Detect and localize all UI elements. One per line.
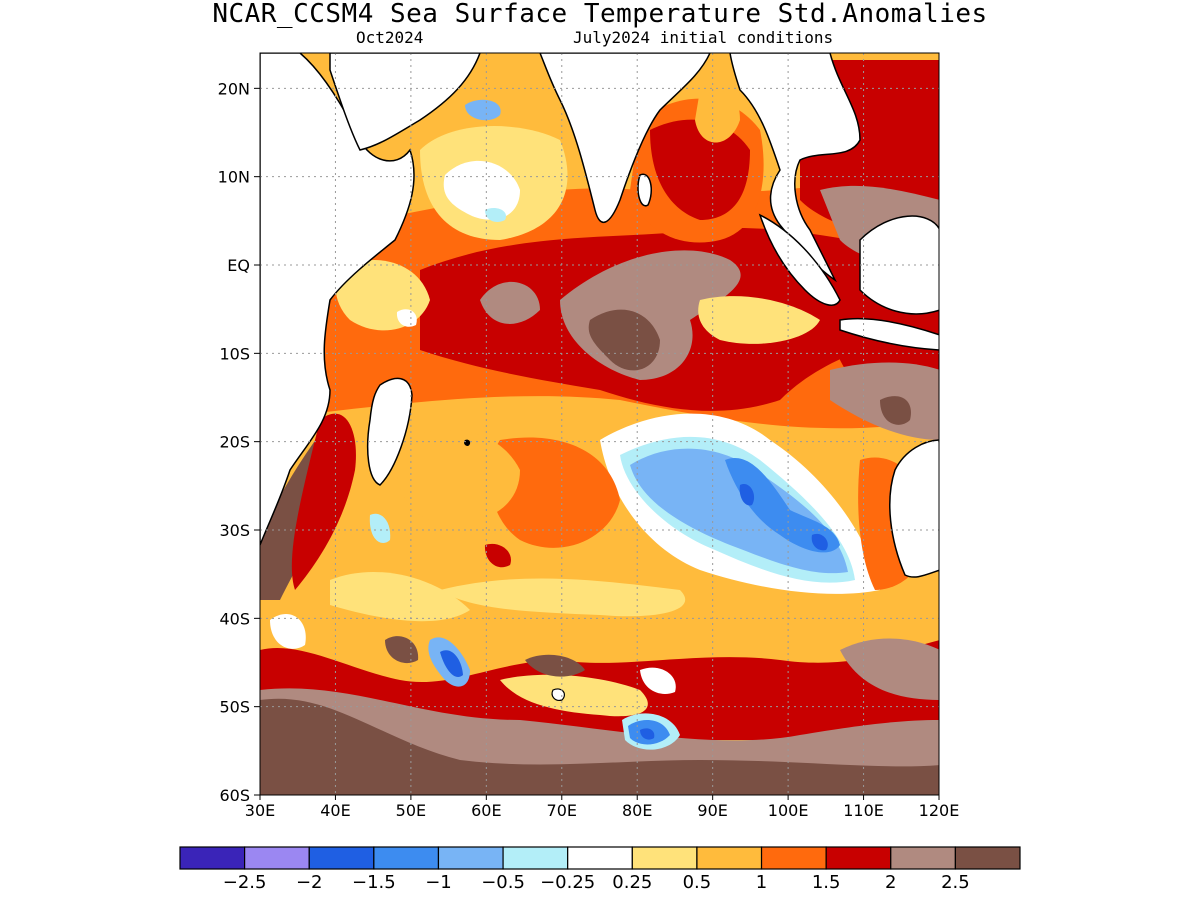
lon-tick-label: 100E xyxy=(768,801,809,820)
colorbar-swatch xyxy=(954,846,1021,870)
colorbar-label: −2 xyxy=(296,872,323,893)
land-australia xyxy=(889,439,939,578)
lon-tick-label: 120E xyxy=(919,801,960,820)
anomaly-band-south-yellow-wide xyxy=(440,578,686,617)
anomaly-band-central-yellow xyxy=(396,430,520,523)
anomaly-band-bengal-red xyxy=(650,119,750,220)
anomaly-band-s-coldspot-dark xyxy=(640,728,655,740)
land-java xyxy=(839,317,939,351)
lon-tick-label: 110E xyxy=(843,801,884,820)
anomaly-band-s-yellow xyxy=(500,674,648,717)
lat-tick-label: 30S xyxy=(219,521,250,540)
lon-tick-label: 30E xyxy=(245,801,275,820)
anomaly-band-se-darkblue xyxy=(739,484,755,506)
lon-tick-label: 70E xyxy=(547,801,577,820)
colorbar-label: 1 xyxy=(756,872,767,893)
anomaly-band-se-blue xyxy=(725,458,840,553)
anomaly-band-darkbrown-central xyxy=(588,309,660,371)
lon-tick-label: 50E xyxy=(396,801,426,820)
anomaly-band-sumatra-yellow xyxy=(698,296,820,344)
anomaly-band-se-darkblue-2 xyxy=(811,533,828,551)
colorbar-swatch xyxy=(502,846,569,870)
colorbar-swatch xyxy=(696,846,763,870)
lon-tick-label: 60E xyxy=(471,801,501,820)
anomaly-band-mid-white xyxy=(369,513,391,543)
anomaly-band-s-brown-east xyxy=(840,638,939,700)
land-arabia xyxy=(329,53,481,151)
lat-tick-label: 20N xyxy=(218,79,250,98)
anomaly-band-south-white xyxy=(270,614,306,649)
land-sri-lanka xyxy=(637,173,652,207)
anomaly-band-mid-orange xyxy=(489,437,620,548)
land-se-asia xyxy=(729,53,861,283)
lat-tick-label: EQ xyxy=(227,256,250,275)
lat-tick-label: 40S xyxy=(219,609,250,628)
land-borneo xyxy=(859,215,939,315)
colorbar-label: 1.5 xyxy=(812,872,841,893)
land-india xyxy=(539,53,711,223)
colorbar-label: −0.5 xyxy=(481,872,525,893)
anomaly-band-west-white xyxy=(396,309,417,327)
initial-conditions-label: July2024 initial conditions xyxy=(573,28,834,47)
lat-tick-label: 10N xyxy=(218,168,250,187)
colorbar-label: −0.25 xyxy=(540,872,595,893)
land-sumatra xyxy=(758,213,841,306)
anomaly-band-bengal-light xyxy=(695,86,740,143)
anomaly-band-s-white xyxy=(640,667,676,694)
colorbar-swatch xyxy=(890,846,956,870)
anomaly-band-agulhas-red xyxy=(291,413,356,590)
colorbar-swatch xyxy=(825,846,892,870)
colorbar-swatch xyxy=(179,846,246,870)
lon-tick-label: 80E xyxy=(622,801,652,820)
colorbar-swatch xyxy=(631,846,698,870)
anomaly-band-java-dark xyxy=(880,396,911,425)
lat-tick-label: 20S xyxy=(219,433,250,452)
anomaly-band-southern-darkbrown xyxy=(260,698,939,795)
colorbar-label: −2.5 xyxy=(223,872,267,893)
land-masks xyxy=(260,53,939,701)
lat-tick-label: 50S xyxy=(219,698,250,717)
anomaly-band-arabian-white xyxy=(443,160,520,220)
colorbar-swatch xyxy=(244,846,310,870)
anomaly-band-arabian-blue xyxy=(465,99,501,121)
anomaly-band-brown-nw xyxy=(480,281,540,324)
anomaly-band-arabian-cyan xyxy=(485,208,506,222)
lon-tick-label: 40E xyxy=(320,801,350,820)
map-title: NCAR_CCSM4 Sea Surface Temperature Std.A… xyxy=(212,0,988,29)
plot-frame xyxy=(259,52,940,796)
lat-tick-label: 10S xyxy=(219,344,250,363)
anomaly-band-s-darkbrown-2 xyxy=(525,654,585,677)
lon-tick-label: 90E xyxy=(697,801,727,820)
land-kerguelen xyxy=(551,688,565,701)
colorbar-swatch xyxy=(308,846,375,870)
colorbar-swatch xyxy=(760,846,827,870)
anomaly-band-sw-darkbrown xyxy=(385,636,419,664)
colorbar-swatch xyxy=(437,846,504,870)
anomaly-band-mid-red xyxy=(484,543,511,568)
anomaly-band-sw-blue xyxy=(440,650,463,678)
colorbar-swatch xyxy=(373,846,440,870)
colorbar-label: 0.5 xyxy=(683,872,712,893)
colorbar-label: 0.25 xyxy=(612,872,652,893)
forecast-month-label: Oct2024 xyxy=(356,28,424,47)
colorbar-label: 2 xyxy=(885,872,896,893)
colorbar-swatch xyxy=(567,846,633,870)
colorbar: −2.5 −2 −1.5 −1 −0.5 −0.25 0.25 0.5 1 1.5 2 2.5 xyxy=(179,846,1021,893)
colorbar-label: 2.5 xyxy=(941,872,970,893)
land-madagascar xyxy=(366,377,413,486)
anomaly-band-south-yellow xyxy=(330,571,470,622)
lat-tick-label: 60S xyxy=(219,786,250,805)
colorbar-label: −1 xyxy=(425,872,452,893)
colorbar-label: −1.5 xyxy=(352,872,396,893)
